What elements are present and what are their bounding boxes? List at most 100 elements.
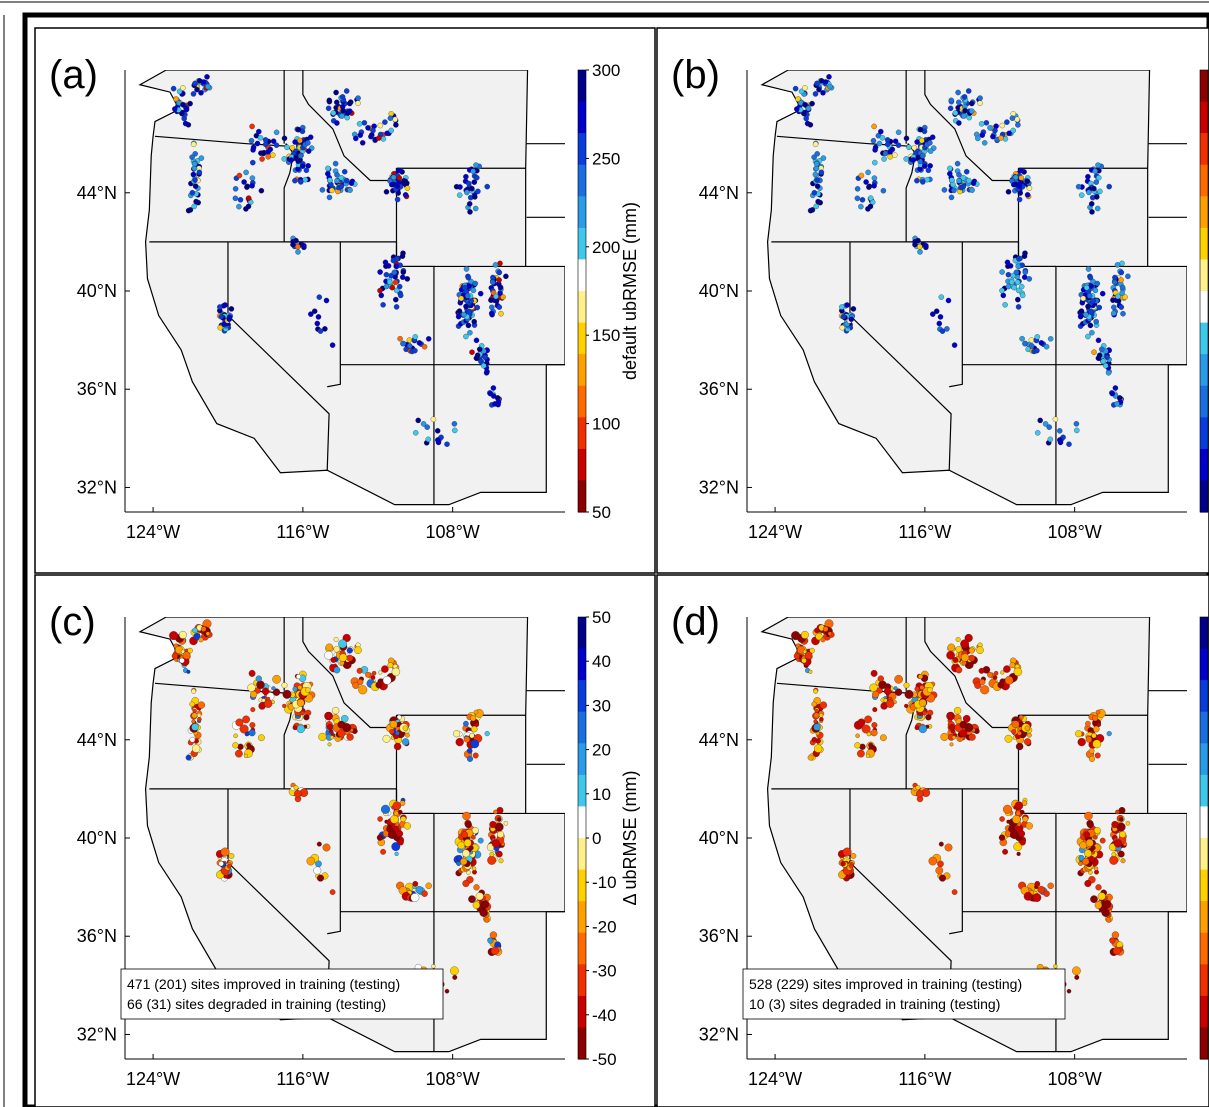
site-point	[393, 287, 400, 294]
site-point	[925, 714, 932, 721]
site-point	[194, 86, 200, 93]
site-point	[317, 874, 324, 882]
site-point	[954, 160, 961, 167]
site-point	[813, 203, 819, 210]
site-point	[800, 630, 809, 639]
land-polygon	[138, 70, 565, 506]
y-tick-label: 36°N	[77, 379, 117, 399]
colorbar-segment	[1200, 227, 1208, 261]
site-point	[938, 294, 945, 300]
site-point	[882, 150, 889, 157]
site-point	[802, 85, 808, 91]
site-point	[1094, 752, 1101, 759]
site-point	[390, 815, 399, 824]
colorbar-tick-label: 300	[592, 61, 620, 80]
site-point	[322, 843, 331, 852]
site-point	[371, 671, 377, 676]
site-point	[197, 701, 206, 709]
site-point	[293, 785, 299, 791]
site-point	[1086, 293, 1093, 299]
site-point	[288, 157, 295, 163]
y-tick-label: 32°N	[77, 477, 117, 497]
site-point	[380, 302, 386, 308]
site-markers	[170, 74, 509, 447]
site-point	[814, 151, 820, 157]
site-point	[378, 670, 383, 675]
site-point	[1102, 362, 1109, 369]
site-point	[404, 276, 411, 282]
site-point	[948, 97, 955, 104]
site-point	[815, 198, 821, 205]
colorbar-segment	[1200, 133, 1208, 166]
site-point	[198, 90, 204, 96]
site-point	[333, 89, 339, 96]
site-point	[961, 113, 967, 119]
site-point	[467, 329, 473, 336]
site-point	[327, 177, 333, 183]
site-point	[296, 674, 301, 680]
site-point	[812, 171, 819, 178]
site-point	[915, 237, 921, 244]
site-point	[956, 99, 962, 106]
site-point	[302, 176, 309, 183]
site-point	[951, 342, 958, 348]
site-point	[807, 207, 814, 214]
site-point	[998, 834, 1006, 841]
x-tick-label: 124°W	[748, 1069, 802, 1089]
site-point	[192, 80, 198, 87]
site-point	[467, 209, 473, 215]
site-point	[250, 159, 256, 166]
site-point	[381, 665, 389, 673]
site-point	[1015, 122, 1021, 128]
site-point	[281, 156, 287, 162]
site-point	[460, 857, 468, 866]
site-point	[854, 742, 861, 749]
site-point	[187, 647, 193, 654]
site-point	[1110, 310, 1117, 317]
x-tick-label: 108°W	[1048, 522, 1102, 542]
site-point	[999, 816, 1005, 822]
site-point	[1091, 185, 1097, 192]
site-point	[489, 931, 498, 939]
site-point	[939, 328, 946, 334]
site-point	[338, 639, 347, 649]
site-point	[328, 729, 333, 734]
site-point	[249, 175, 256, 181]
site-point	[200, 79, 207, 85]
site-point	[807, 754, 814, 761]
site-point	[791, 631, 801, 641]
site-point	[801, 657, 807, 664]
site-point	[394, 183, 401, 189]
colorbar-segment	[578, 680, 586, 713]
site-point	[297, 153, 304, 159]
site-point	[193, 198, 199, 205]
x-tick-label: 124°W	[126, 522, 180, 542]
site-point	[951, 889, 958, 895]
site-point	[1119, 284, 1126, 291]
site-point	[859, 197, 866, 203]
site-point	[192, 708, 197, 713]
site-point	[402, 178, 409, 184]
site-point	[396, 175, 403, 181]
site-point	[814, 177, 820, 183]
site-point	[378, 292, 385, 299]
site-point	[1118, 277, 1124, 283]
site-point	[1010, 127, 1016, 134]
site-point	[822, 626, 829, 632]
site-point	[1043, 343, 1050, 350]
site-point	[992, 127, 998, 134]
site-point	[368, 133, 374, 140]
site-point	[247, 683, 256, 692]
state-border	[905, 143, 917, 242]
site-point	[858, 203, 864, 210]
site-point	[950, 729, 955, 734]
site-point	[999, 287, 1005, 294]
site-point	[840, 313, 846, 320]
site-point	[877, 675, 884, 682]
site-point	[465, 322, 472, 329]
site-point	[1005, 283, 1012, 290]
site-point	[979, 679, 986, 686]
site-point	[455, 313, 462, 320]
site-point	[1093, 179, 1100, 185]
site-point	[243, 753, 248, 758]
